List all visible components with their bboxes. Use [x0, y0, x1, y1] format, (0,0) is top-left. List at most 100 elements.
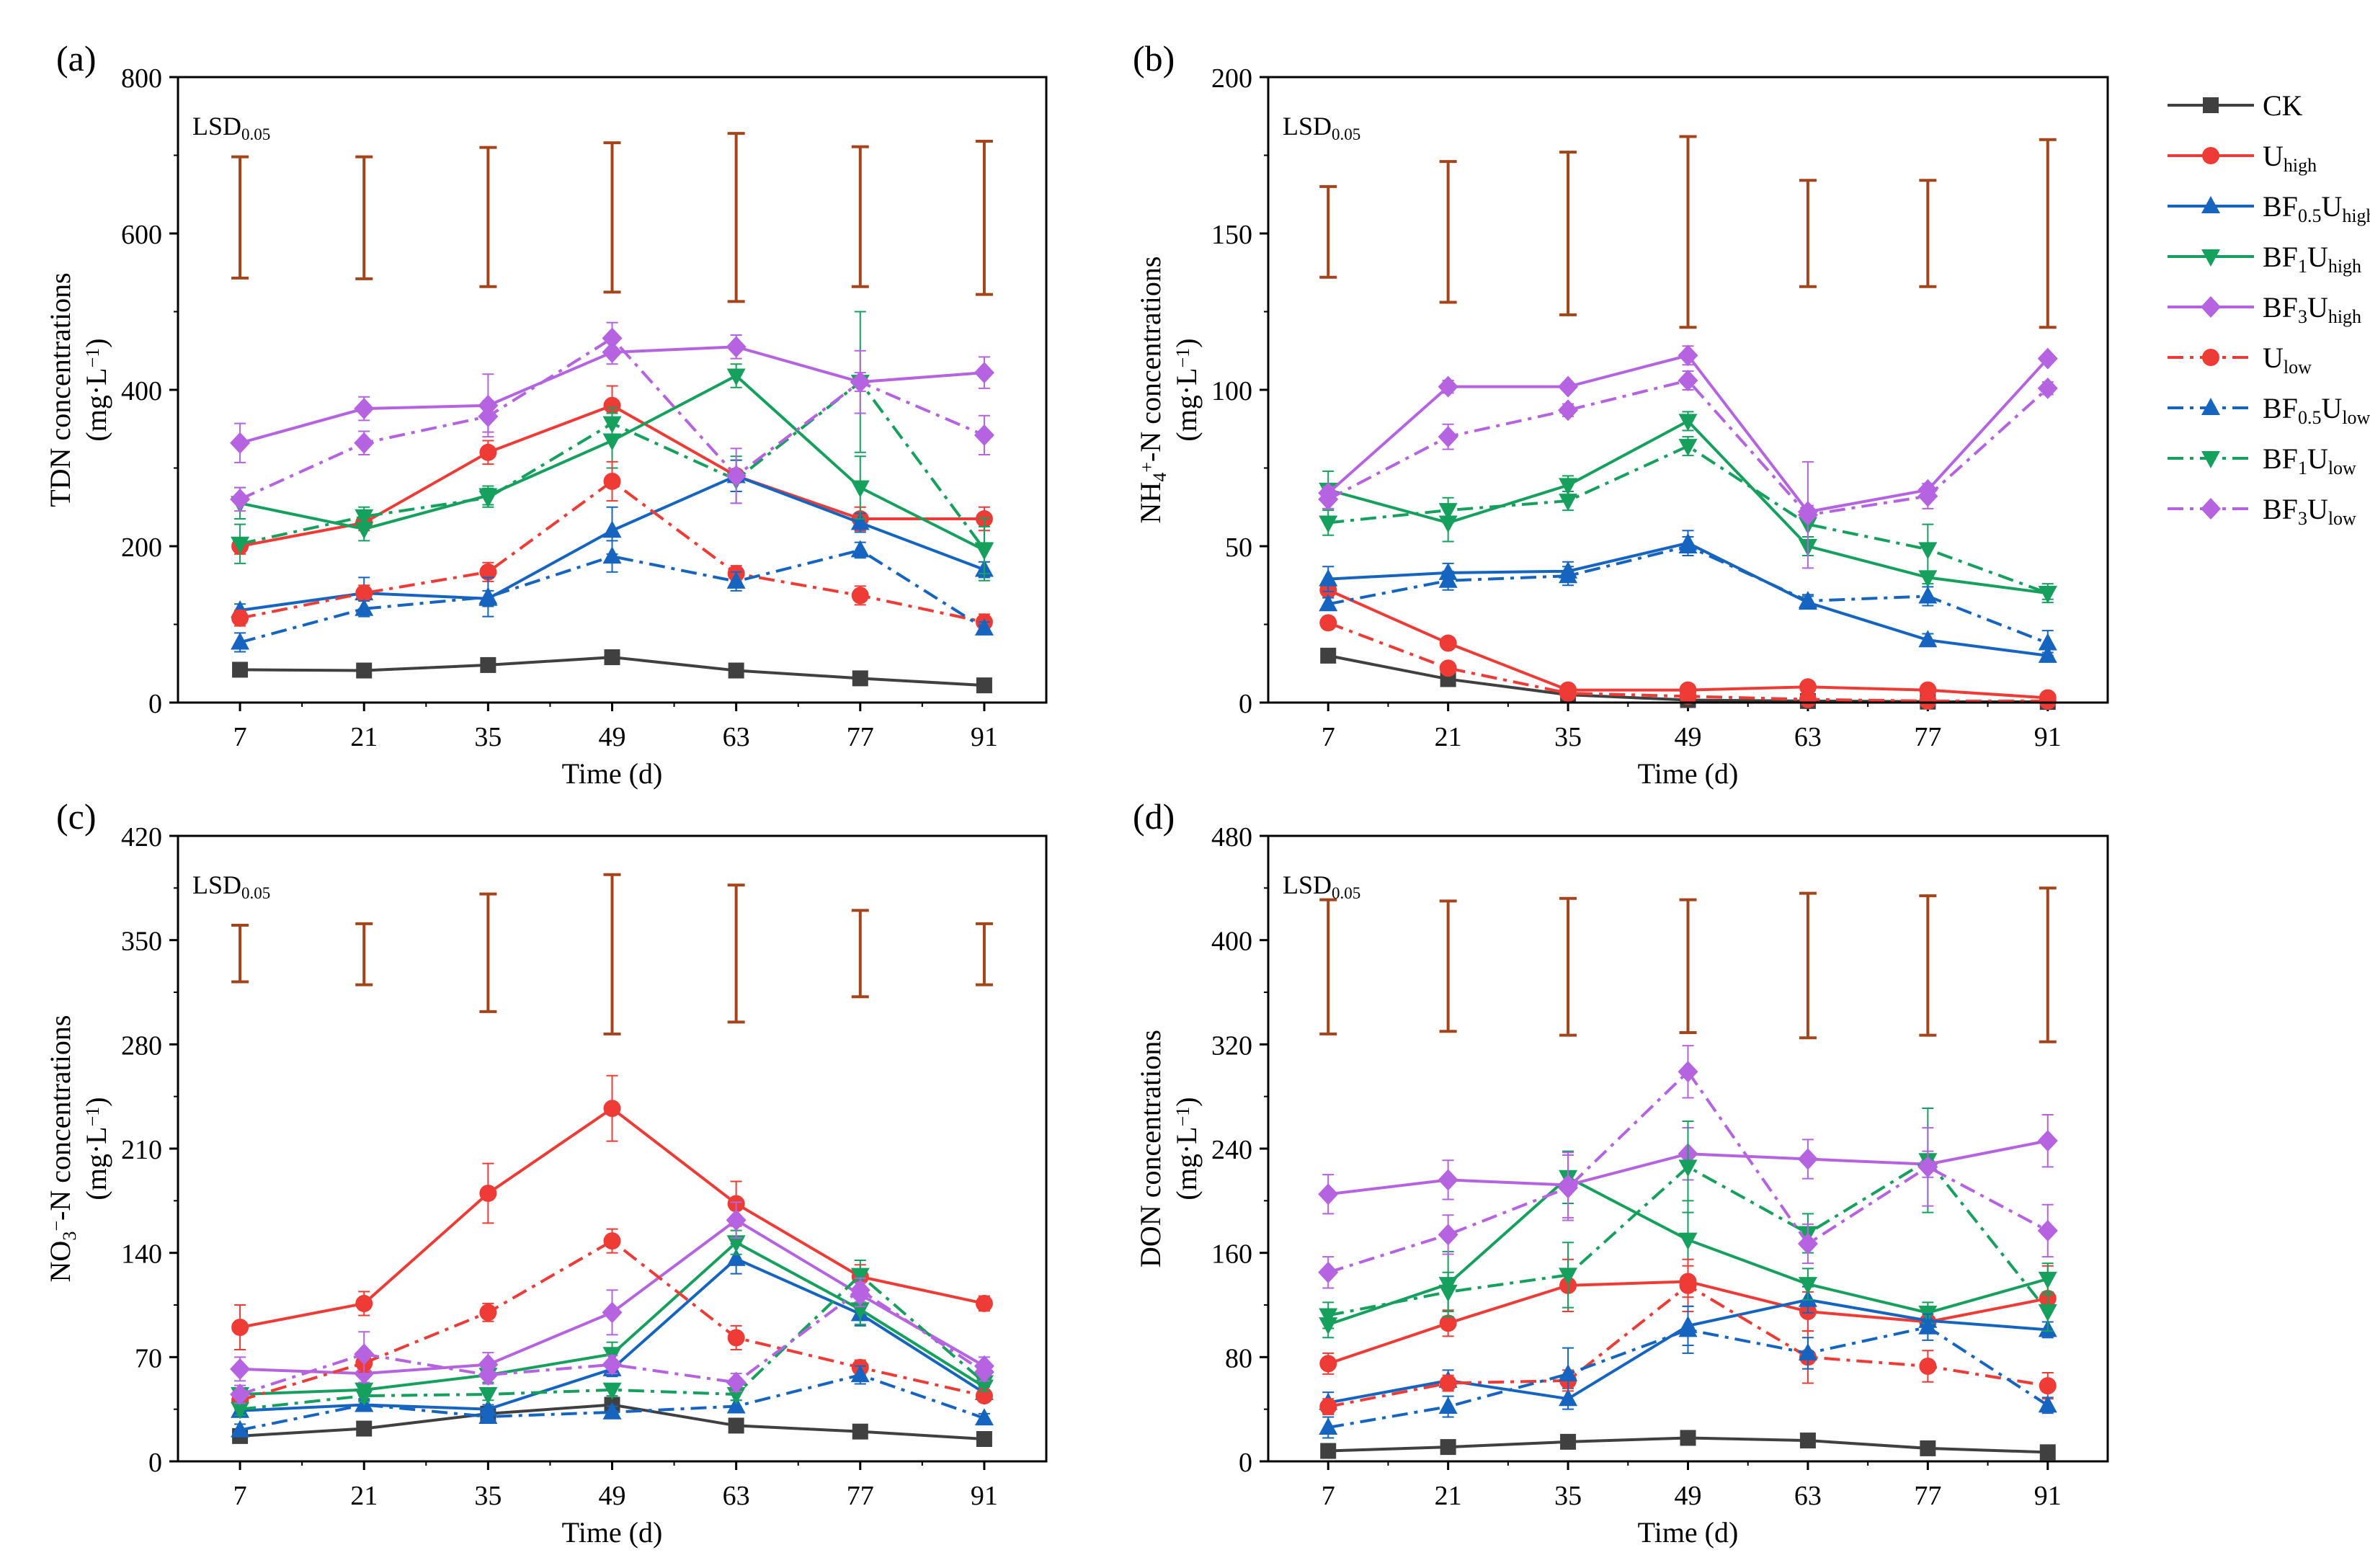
lsd-bar [603, 873, 621, 1035]
legend-item-BF1_low: BF1Ulow [2168, 442, 2356, 478]
chart-panel: (a) 0 200 400 600 800 7 21 35 49 63 77 91 Time (d) TDN… [44, 38, 1048, 790]
y-axis-unit: (mg·L−1) [1170, 1097, 1203, 1200]
data-point [1439, 1374, 1457, 1392]
data-point [356, 1420, 373, 1437]
data-point [602, 1402, 622, 1420]
x-tick-label: 91 [2034, 1481, 2062, 1511]
x-tick-label: 91 [2034, 722, 2062, 752]
data-point [2038, 586, 2057, 604]
y-tick-label: 280 [121, 1030, 162, 1061]
y-axis-title: DON concentrations [1134, 1030, 1167, 1268]
legend-label: BF1Ulow [2263, 442, 2356, 478]
data-point [850, 540, 870, 558]
chart-panel: (b) 0 50 100 150 200 7 21 35 49 63 77 91 Time (d) NH4+… [1133, 38, 2109, 790]
data-point [1797, 1148, 1818, 1170]
data-point [603, 1100, 621, 1118]
lsd-bar [1319, 184, 1337, 279]
y-tick-label: 240 [1211, 1135, 1252, 1165]
data-point [850, 371, 870, 393]
lsd-bar [2039, 886, 2057, 1043]
data-point [1678, 1232, 1698, 1250]
lsd-label: LSD0.05 [1283, 112, 1360, 143]
legend-label: Uhigh [2263, 140, 2317, 176]
data-point [479, 563, 497, 581]
data-point [1678, 369, 1698, 391]
lsd-bar [355, 922, 373, 986]
x-tick-label: 63 [1794, 722, 1822, 752]
data-point [1559, 1363, 1578, 1381]
data-point [1797, 1233, 1818, 1255]
lsd-bar [1439, 899, 1457, 1033]
data-point [2037, 347, 2058, 370]
lsd-bar [1919, 894, 1937, 1037]
data-point [728, 1417, 744, 1434]
data-point [2039, 1377, 2057, 1395]
data-point [1439, 634, 1457, 652]
data-point [1678, 1159, 1698, 1177]
lsd-label: LSD0.05 [192, 870, 270, 902]
data-point [1918, 542, 1938, 560]
legend-item-BF3_low: BF3Ulow [2168, 493, 2356, 529]
data-point [1559, 1268, 1578, 1286]
lsd-bar [1559, 896, 1577, 1037]
data-point [726, 1248, 746, 1266]
series-U_low [231, 460, 993, 631]
lsd-bar [1799, 179, 1817, 288]
data-point [232, 662, 249, 678]
lsd-bar [727, 132, 745, 303]
lsd-bar [1319, 898, 1337, 1035]
data-point [479, 1185, 497, 1202]
panel-label: (c) [56, 796, 97, 837]
lsd-bar [851, 909, 869, 999]
data-point [2037, 1130, 2058, 1152]
data-point [604, 649, 620, 666]
data-point [602, 327, 623, 349]
lsd-bar [231, 155, 249, 280]
y-tick-label: 400 [121, 376, 162, 406]
x-tick-label: 63 [1794, 1481, 1822, 1511]
data-point [1799, 690, 1817, 708]
data-point [728, 662, 744, 679]
legend-label: BF1Uhigh [2263, 241, 2361, 277]
y-tick-label: 350 [121, 927, 162, 957]
data-point [602, 433, 622, 451]
data-point [1560, 1433, 1577, 1450]
y-tick-label: 0 [1239, 689, 1252, 719]
data-point [2038, 633, 2057, 651]
legend-marker [2201, 498, 2221, 520]
lsd-bar [231, 924, 249, 984]
data-point [1319, 569, 1338, 587]
plot-frame [177, 76, 1048, 704]
data-point [1558, 375, 1579, 398]
data-point [974, 362, 994, 384]
data-point [602, 1353, 623, 1376]
data-point [1678, 414, 1698, 432]
lsd-bar [975, 139, 993, 296]
x-tick-label: 7 [1322, 1481, 1335, 1511]
data-point [2039, 1444, 2056, 1461]
data-point [1559, 566, 1578, 584]
lsd-label: LSD0.05 [192, 112, 270, 143]
legend-marker [2203, 97, 2219, 113]
data-point [354, 432, 375, 454]
y-tick-label: 80 [1225, 1343, 1252, 1373]
lsd-bar [1679, 898, 1697, 1035]
data-point [479, 1304, 497, 1322]
x-tick-label: 63 [723, 722, 750, 752]
data-point [1679, 687, 1697, 705]
y-tick-label: 70 [135, 1343, 162, 1373]
series-BF05_low [231, 540, 994, 653]
series-BF3_low [1318, 1045, 2058, 1289]
series-CK [1320, 1430, 2056, 1461]
data-point [1918, 586, 1938, 604]
series-BF1_low [231, 1260, 994, 1420]
plot-frame [1267, 834, 2109, 1463]
legend-marker [2201, 249, 2220, 267]
chart-panel: (c) 0 70 140 210 280 350 420 7 21 35 49 63 77 91 Time (… [44, 796, 1048, 1549]
legend-label: BF0.5Ulow [2263, 392, 2370, 428]
x-tick-label: 21 [1435, 722, 1462, 752]
series-U_low [1319, 614, 2057, 710]
legend-label: BF3Uhigh [2263, 291, 2361, 327]
data-point [355, 509, 374, 527]
data-point [1438, 570, 1458, 588]
